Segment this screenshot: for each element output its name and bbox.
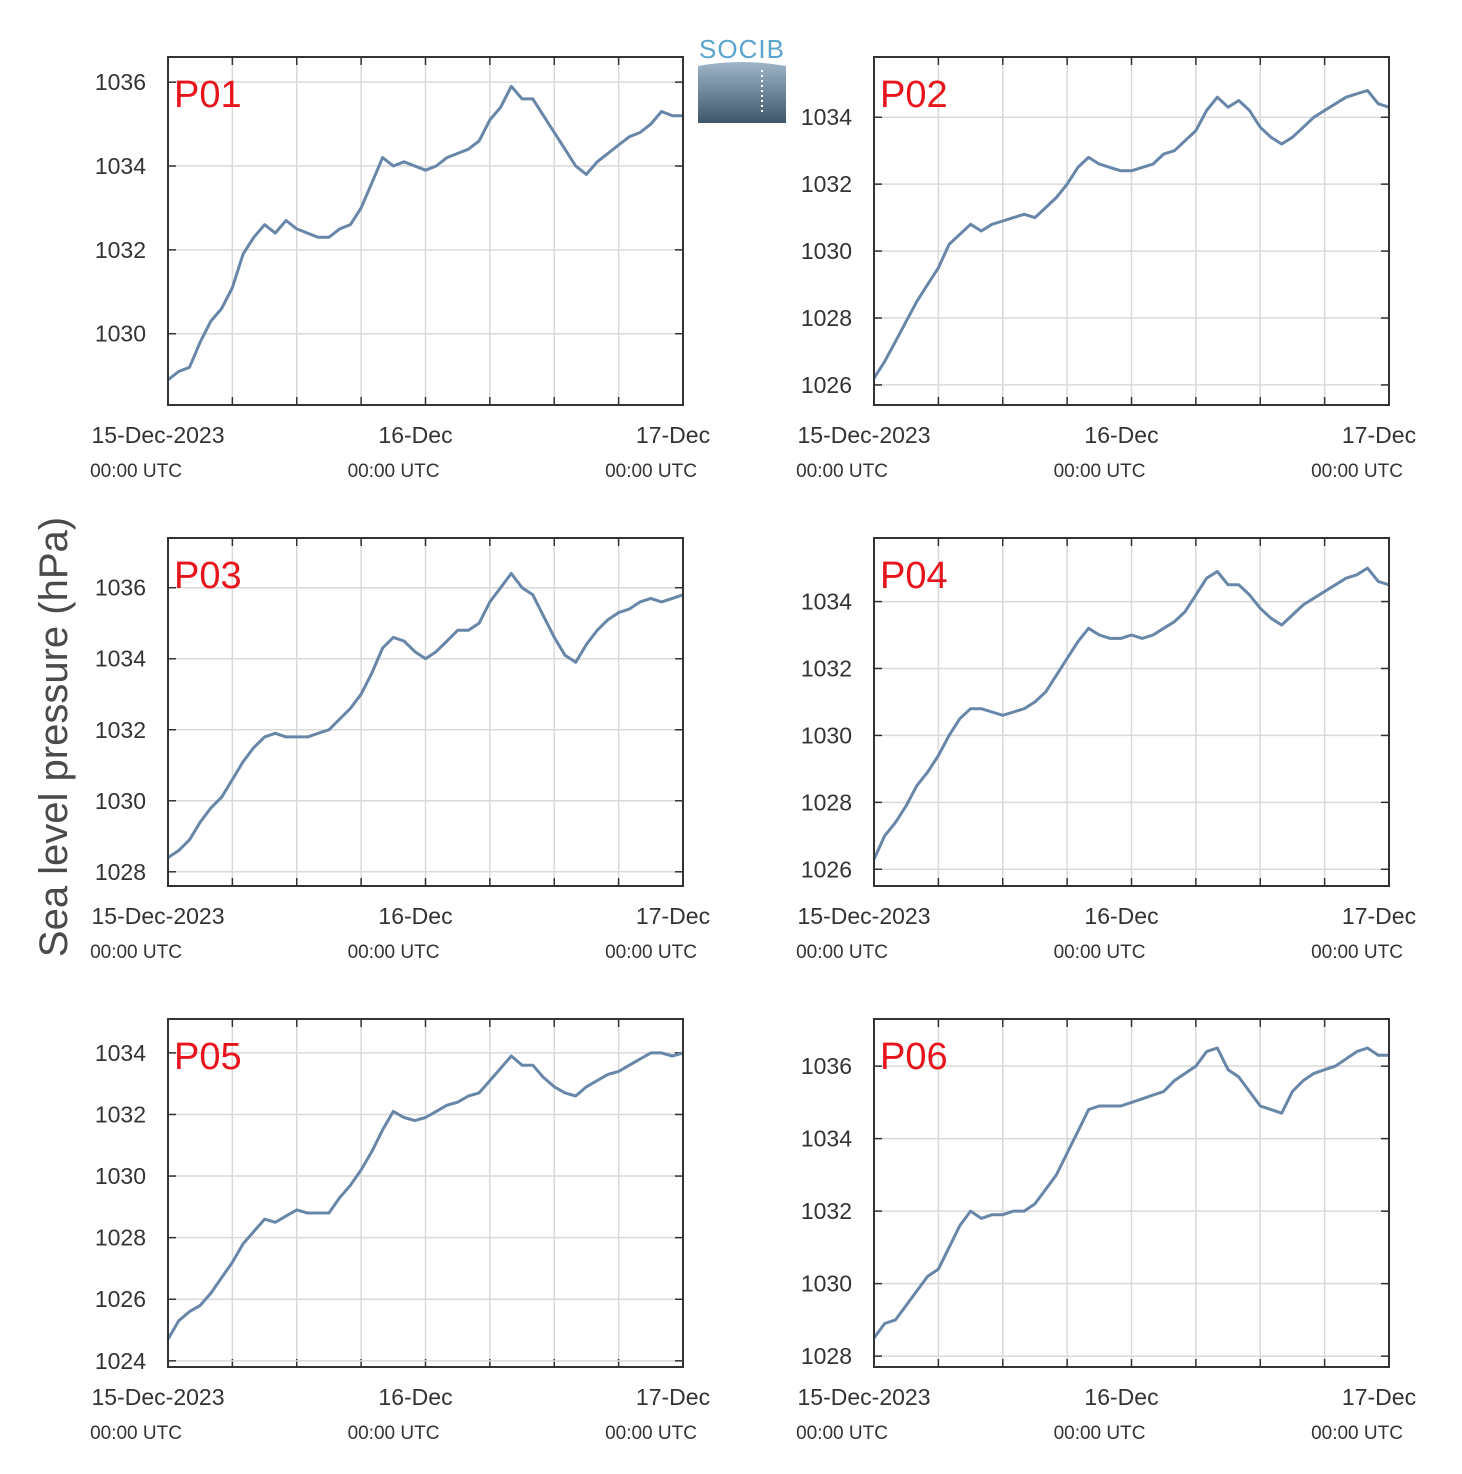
x-tick-sublabel: 00:00 UTC [605, 942, 697, 963]
panel-label: P06 [880, 1036, 948, 1078]
plot-frame [167, 1018, 684, 1368]
y-tick-label: 1028 [801, 305, 852, 331]
x-tick-label: 16-Dec [378, 903, 452, 929]
y-tick-label: 1030 [95, 788, 146, 814]
x-tick-sublabel: 00:00 UTC [90, 942, 182, 963]
y-tick-label: 1032 [801, 171, 852, 197]
x-tick-label: 17-Dec [1342, 1384, 1416, 1410]
panels: 1030 1032 1034 1036 15-Dec-2023 00:00 UTC 16-D… [90, 56, 1416, 1444]
shared-y-axis-label: Sea level pressure (hPa) [32, 517, 76, 957]
x-tick-label: 16-Dec [378, 1384, 452, 1410]
chart-panel-p01: 1030 1032 1034 1036 15-Dec-2023 00:00 UTC 16-D… [90, 56, 710, 482]
y-tick-label: 1034 [801, 589, 852, 615]
plot-frame [167, 56, 684, 406]
y-tick-label: 1024 [95, 1348, 146, 1374]
y-tick-label: 1032 [95, 717, 146, 743]
x-tick-label: 17-Dec [636, 422, 710, 448]
y-tick-label: 1028 [801, 789, 852, 815]
panel-label: P02 [880, 74, 948, 116]
x-tick-label: 15-Dec-2023 [92, 1384, 225, 1410]
y-tick-label: 1036 [95, 575, 146, 601]
y-tick-label: 1028 [95, 859, 146, 885]
x-tick-sublabel: 00:00 UTC [605, 1423, 697, 1444]
y-tick-label: 1028 [801, 1343, 852, 1369]
panel-label: P01 [174, 74, 242, 116]
y-tick-label: 1026 [95, 1286, 146, 1312]
y-tick-label: 1028 [95, 1225, 146, 1251]
chart-panel-p02: 1026 1028 1030 1032 1034 15-Dec-2023 00:00 UTC… [796, 56, 1416, 482]
x-tick-sublabel: 00:00 UTC [1311, 461, 1403, 482]
x-tick-label: 15-Dec-2023 [92, 903, 225, 929]
y-tick-label: 1036 [801, 1053, 852, 1079]
chart-panel-p04: 1026 1028 1030 1032 1034 15-Dec-2023 00:00 UTC… [796, 537, 1416, 963]
x-tick-label: 17-Dec [636, 1384, 710, 1410]
y-tick-label: 1030 [801, 722, 852, 748]
panel-label: P04 [880, 555, 948, 597]
x-tick-label: 15-Dec-2023 [798, 1384, 931, 1410]
x-tick-label: 17-Dec [1342, 903, 1416, 929]
y-tick-label: 1030 [801, 238, 852, 264]
chart-panel-p05: 1024 1026 1028 1030 1032 1034 15-Dec-2023 00:00… [90, 1018, 710, 1444]
x-tick-sublabel: 00:00 UTC [796, 1423, 888, 1444]
x-tick-label: 16-Dec [378, 422, 452, 448]
y-tick-label: 1030 [801, 1271, 852, 1297]
x-tick-sublabel: 00:00 UTC [796, 942, 888, 963]
x-tick-sublabel: 00:00 UTC [1311, 1423, 1403, 1444]
x-tick-label: 16-Dec [1084, 422, 1158, 448]
x-tick-sublabel: 00:00 UTC [796, 461, 888, 482]
plot-frame [873, 537, 1390, 887]
y-tick-label: 1032 [95, 237, 146, 263]
chart-panel-p06: 1028 1030 1032 1034 1036 15-Dec-2023 00:00 UTC… [796, 1018, 1416, 1444]
y-tick-label: 1032 [801, 1198, 852, 1224]
logo-text: SOCIB [699, 34, 785, 64]
series-line [872, 566, 1390, 860]
logo-wave-icon [698, 62, 786, 123]
x-tick-sublabel: 00:00 UTC [1311, 942, 1403, 963]
y-tick-label: 1030 [95, 321, 146, 347]
plot-frame [873, 56, 1390, 406]
x-tick-label: 16-Dec [1084, 903, 1158, 929]
x-tick-sublabel: 00:00 UTC [90, 1423, 182, 1444]
y-tick-label: 1030 [95, 1163, 146, 1189]
series-line [167, 84, 683, 381]
y-tick-label: 1034 [95, 153, 146, 179]
y-tick-label: 1034 [95, 1040, 146, 1066]
series-line [872, 89, 1390, 380]
y-tick-label: 1026 [801, 372, 852, 398]
x-tick-label: 17-Dec [636, 903, 710, 929]
y-tick-label: 1034 [95, 646, 146, 672]
x-tick-sublabel: 00:00 UTC [1054, 461, 1146, 482]
y-tick-label: 1036 [95, 69, 146, 95]
y-tick-label: 1034 [801, 104, 852, 130]
series-line [166, 1051, 684, 1341]
plot-frame [167, 537, 684, 887]
panel-label: P03 [174, 555, 242, 597]
series-line [872, 1046, 1389, 1339]
x-tick-sublabel: 00:00 UTC [90, 461, 182, 482]
y-tick-label: 1026 [801, 856, 852, 882]
x-tick-sublabel: 00:00 UTC [1054, 942, 1146, 963]
x-tick-sublabel: 00:00 UTC [348, 1423, 440, 1444]
x-tick-label: 15-Dec-2023 [92, 422, 225, 448]
x-tick-label: 15-Dec-2023 [798, 903, 931, 929]
panel-label: P05 [174, 1036, 242, 1078]
x-tick-sublabel: 00:00 UTC [1054, 1423, 1146, 1444]
series-line [167, 572, 684, 859]
x-tick-label: 16-Dec [1084, 1384, 1158, 1410]
x-tick-label: 17-Dec [1342, 422, 1416, 448]
x-tick-sublabel: 00:00 UTC [348, 461, 440, 482]
y-tick-label: 1032 [95, 1101, 146, 1127]
y-tick-label: 1032 [801, 656, 852, 682]
y-tick-label: 1034 [801, 1126, 852, 1152]
chart-panel-p03: 1028 1030 1032 1034 1036 15-Dec-2023 00:00 UTC… [90, 537, 710, 963]
x-tick-label: 15-Dec-2023 [798, 422, 931, 448]
socib-logo: SOCIB [698, 34, 786, 123]
x-tick-sublabel: 00:00 UTC [605, 461, 697, 482]
plot-frame [873, 1018, 1390, 1368]
x-tick-sublabel: 00:00 UTC [348, 942, 440, 963]
